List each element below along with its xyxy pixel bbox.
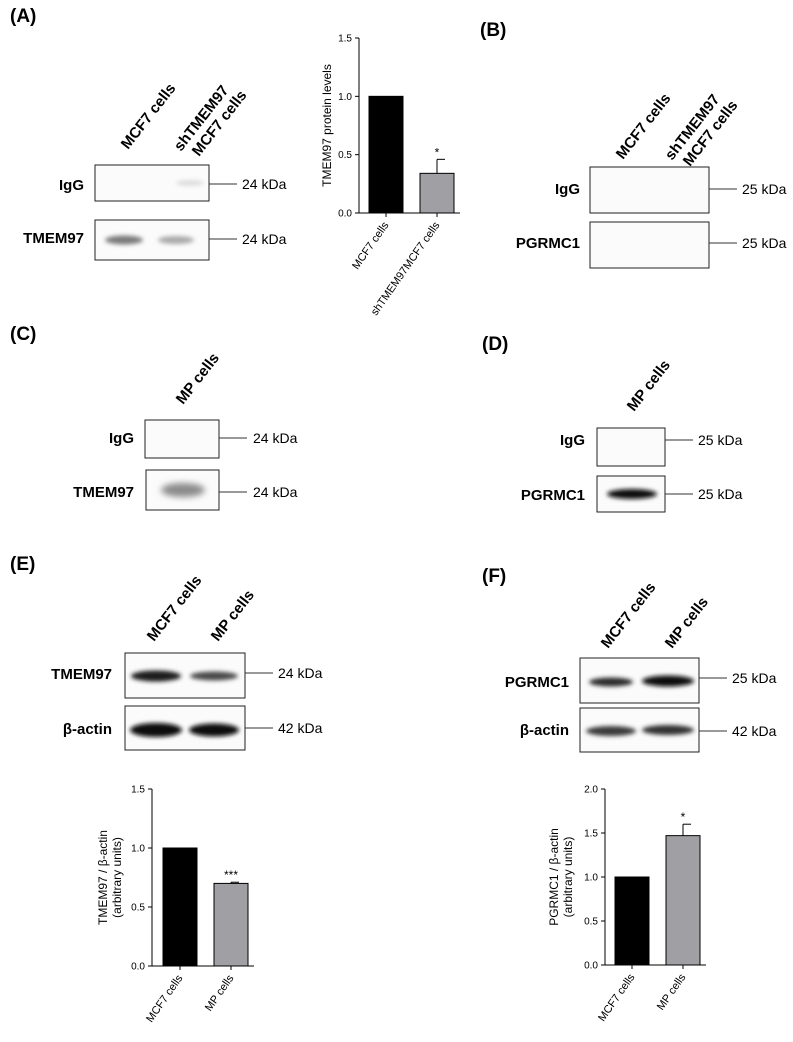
chart-e-y-label-units: (arbitrary units) [110, 837, 124, 918]
panel-e-row-1-kda: 24 kDa [278, 665, 323, 681]
chart-f-bar-2 [665, 835, 701, 966]
chart-f-y-label: PGRMC1 / β-actin [547, 828, 561, 926]
panel-a-band-faint [176, 180, 204, 186]
chart-e-y-tick-label: 0.5 [131, 903, 145, 914]
panel-e-lane-1: MCF7 cells [144, 572, 206, 644]
panel-a-lane-1: MCF7 cells [118, 80, 180, 152]
panel-e-band-4 [189, 723, 239, 737]
panel-e: (E) MCF7 cells MP cells TMEM97 24 kDa β-… [10, 554, 323, 751]
chart-e: 0.0 0.5 1.0 1.5 MCF7 cells *** MP cells TMEM97 … [96, 785, 254, 1025]
chart-a-y-tick-label: 1.0 [338, 92, 352, 103]
panel-f-row-1-label: PGRMC1 [505, 674, 569, 691]
panel-f-row-2-label: β-actin [520, 722, 569, 739]
panel-c-row-1-kda: 24 kDa [253, 430, 298, 446]
panel-c-label: (C) [10, 324, 36, 345]
chart-a-y-tick-label: 0.5 [338, 150, 352, 161]
panel-f-lane-2: MP cells [662, 594, 712, 652]
chart-f-x-label-1: MCF7 cells [596, 971, 638, 1023]
panel-f-band-3 [586, 726, 636, 736]
chart-a-bar-1 [368, 95, 404, 214]
panel-f-band-4 [642, 725, 694, 735]
chart-e-bar-1 [162, 847, 198, 967]
panel-b: (B) MCF7 cells shTMEM97 MCF7 cells IgG 2… [480, 20, 787, 269]
panel-f-row-2-kda: 42 kDa [732, 723, 777, 739]
chart-a-significance-2: * [435, 145, 440, 159]
chart-f-significance-2: * [681, 810, 686, 824]
panel-d-lane-1: MP cells [624, 357, 674, 415]
panel-b-row-1-label: IgG [555, 181, 580, 198]
chart-a-x-label-1: MCF7 cells [350, 219, 392, 271]
chart-f-y-tick-label: 0.0 [584, 961, 598, 972]
panel-e-row-2-label: β-actin [63, 721, 112, 738]
chart-a-bar-2 [419, 172, 455, 214]
panel-c-row-2-kda: 24 kDa [253, 484, 298, 500]
chart-e-y-tick-label: 1.5 [131, 785, 145, 796]
panel-a-row-1-kda: 24 kDa [242, 176, 287, 192]
panel-e-band-2 [190, 671, 238, 681]
panel-f: (F) MCF7 cells MP cells PGRMC1 25 kDa β-… [482, 566, 777, 753]
panel-f-row-1-kda: 25 kDa [732, 670, 777, 686]
panel-f-band-1 [589, 677, 633, 687]
chart-e-x-label-1: MCF7 cells [144, 972, 186, 1024]
panel-d-label: (D) [482, 334, 508, 355]
panel-f-lane-1: MCF7 cells [598, 579, 660, 651]
panel-b-row-1-kda: 25 kDa [742, 181, 787, 197]
panel-b-label: (B) [480, 20, 506, 41]
panel-d-band [607, 489, 657, 499]
chart-e-bar-2 [213, 882, 249, 967]
panel-a-row-2-kda: 24 kDa [242, 231, 287, 247]
panel-b-row-2-kda: 25 kDa [742, 235, 787, 251]
chart-f: 0.0 0.5 1.0 1.5 2.0 MCF7 cells * MP cells PGRMC1… [547, 785, 706, 1024]
panel-c-lane-1: MP cells [173, 350, 223, 408]
panel-e-row-1-label: TMEM97 [51, 666, 112, 683]
panel-e-band-1 [131, 670, 181, 682]
chart-f-y-tick-label: 1.0 [584, 873, 598, 884]
chart-a-y-label: TMEM97 protein levels [320, 64, 334, 187]
panel-c-row-2-label: TMEM97 [73, 484, 134, 501]
chart-e-y-label: TMEM97 / β-actin [96, 830, 110, 925]
panel-a: (A) MCF7 cells shTMEM97 MCF7 cells IgG 2… [10, 6, 287, 261]
chart-f-y-tick-label: 1.5 [584, 829, 598, 840]
chart-e-y-tick-label: 1.0 [131, 844, 145, 855]
panel-c: (C) MP cells IgG 24 kDa TMEM97 24 kDa [10, 324, 298, 511]
panel-d-row-2-kda: 25 kDa [698, 486, 743, 502]
panel-e-row-2-kda: 42 kDa [278, 720, 323, 736]
panel-b-blot-1 [589, 166, 710, 214]
panel-d-row-2-label: PGRMC1 [521, 487, 585, 504]
panel-e-band-3 [130, 723, 182, 737]
panel-f-band-2 [642, 675, 694, 687]
panel-a-band-2 [158, 236, 194, 244]
chart-f-y-tick-label: 2.0 [584, 785, 598, 796]
panel-b-row-2-label: PGRMC1 [516, 235, 580, 252]
chart-a-y-tick-label: 1.5 [338, 34, 352, 45]
panel-d: (D) MP cells IgG 25 kDa PGRMC1 25 kDa [482, 334, 743, 513]
panel-b-blot-2 [589, 221, 710, 269]
panel-d-row-1-kda: 25 kDa [698, 432, 743, 448]
chart-e-significance-2: *** [224, 868, 238, 882]
panel-a-label: (A) [10, 6, 36, 27]
panel-c-row-1-label: IgG [109, 430, 134, 447]
panel-d-row-1-label: IgG [560, 432, 585, 449]
panel-c-blot-1 [144, 419, 220, 459]
panel-a-row-1-label: IgG [59, 177, 84, 194]
chart-a-y-tick-label: 0.0 [338, 209, 352, 220]
panel-f-label: (F) [482, 566, 506, 587]
chart-f-bar-1 [614, 876, 650, 966]
chart-f-x-label-2: MP cells [655, 971, 689, 1012]
chart-f-y-tick-label: 0.5 [584, 917, 598, 928]
panel-e-label: (E) [10, 554, 35, 575]
panel-e-lane-2: MP cells [208, 587, 258, 645]
panel-c-band [161, 483, 205, 497]
panel-a-band-1 [105, 235, 143, 245]
chart-e-y-tick-label: 0.0 [131, 962, 145, 973]
chart-e-x-label-2: MP cells [203, 972, 237, 1013]
chart-f-y-label-units: (arbitrary units) [561, 837, 575, 918]
panel-a-row-2-label: TMEM97 [23, 230, 84, 247]
panel-d-blot-1 [596, 427, 666, 467]
